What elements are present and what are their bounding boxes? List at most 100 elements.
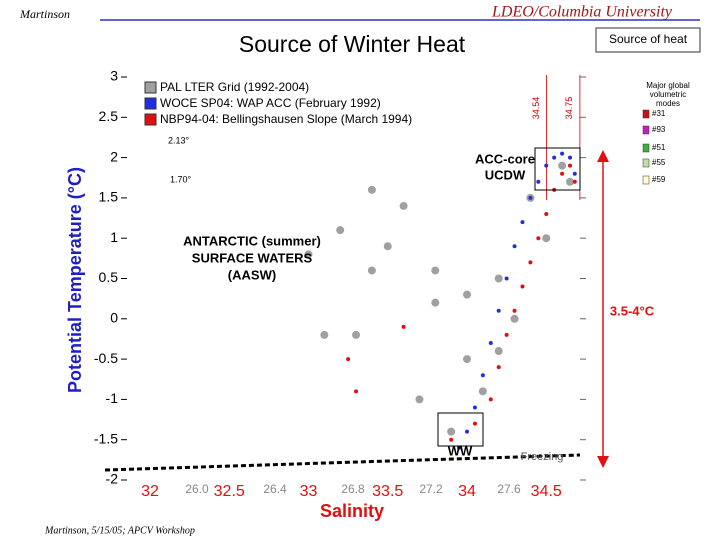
legend-label: PAL LTER Grid (1992-2004) <box>160 80 309 94</box>
reference-label: 34.54 <box>531 97 541 120</box>
y-tick-label: -2 <box>106 471 119 487</box>
point <box>415 395 424 404</box>
point <box>496 308 501 313</box>
heat-box <box>595 27 701 53</box>
y-tick-label: -0.5 <box>94 350 118 366</box>
point <box>320 330 329 339</box>
point <box>346 357 351 362</box>
annotation: UCDW <box>485 167 526 182</box>
point <box>464 429 469 434</box>
annotation: ANTARCTIC (summer) <box>183 233 321 248</box>
point <box>560 151 565 156</box>
point <box>431 298 440 307</box>
mode-swatch <box>642 175 650 185</box>
point <box>462 355 471 364</box>
density-label: 26.0 <box>185 482 209 496</box>
density-label: 27.6 <box>497 482 521 496</box>
modes-title: Major global <box>646 81 690 90</box>
annotation: Freezing <box>521 451 564 463</box>
annotation: (AASW) <box>228 267 276 282</box>
x-tick-label: 34.5 <box>531 483 562 500</box>
mode-swatch <box>642 109 650 119</box>
point <box>528 195 533 200</box>
region-box <box>437 412 484 447</box>
point <box>478 387 487 396</box>
x-tick-label: 32.5 <box>214 483 245 500</box>
x-tick-label: 32 <box>141 483 159 500</box>
point <box>383 242 392 251</box>
point <box>399 201 408 210</box>
point <box>558 161 567 170</box>
point <box>504 332 509 337</box>
author: Martinson <box>19 7 70 21</box>
point <box>528 260 533 265</box>
chart-title: Source of Winter Heat <box>239 31 466 57</box>
y-tick-label: 0.5 <box>99 269 119 285</box>
point <box>536 236 541 241</box>
point <box>457 445 462 450</box>
mode-label: #59 <box>652 175 666 184</box>
point <box>488 397 493 402</box>
y-tick-label: 0 <box>110 310 118 326</box>
density-label: 26.4 <box>263 482 287 496</box>
annotation: 3.5-4°C <box>610 303 655 318</box>
arrow-head <box>597 150 609 162</box>
point <box>494 274 503 283</box>
y-tick-label: 1 <box>110 229 118 245</box>
y-tick-label: -1.5 <box>94 430 118 446</box>
point <box>472 421 477 426</box>
point <box>367 266 376 275</box>
point <box>536 179 541 184</box>
legend-label: WOCE SP04: WAP ACC (February 1992) <box>160 96 381 110</box>
mode-label: #93 <box>652 125 666 134</box>
point <box>552 155 557 160</box>
point <box>568 155 573 160</box>
point <box>560 171 565 176</box>
x-tick-label: 34 <box>458 483 476 500</box>
point <box>480 373 485 378</box>
point <box>462 290 471 299</box>
footer: Martinson, 5/15/05; APCV Workshop <box>44 525 195 536</box>
point <box>520 284 525 289</box>
point <box>472 405 477 410</box>
point <box>542 234 551 243</box>
y-tick-label: -1 <box>106 390 119 406</box>
point <box>447 427 456 436</box>
point <box>401 324 406 329</box>
freezing-line <box>104 453 581 472</box>
heat-box-label: Source of heat <box>609 32 688 46</box>
point <box>336 226 345 235</box>
legend-swatch <box>144 97 157 110</box>
y-tick-label: 2 <box>110 148 118 164</box>
legend-swatch <box>144 81 157 94</box>
point <box>544 163 549 168</box>
region-box <box>534 147 581 191</box>
point <box>544 212 549 217</box>
y-tick-label: 2.5 <box>99 108 119 124</box>
point <box>496 365 501 370</box>
density-label: 27.2 <box>419 482 443 496</box>
annotation: SURFACE WATERS <box>192 250 313 265</box>
x-tick-label: 33.5 <box>372 483 403 500</box>
annotation: 2.13° <box>168 135 190 145</box>
point <box>354 389 359 394</box>
point <box>488 340 493 345</box>
density-label: 26.8 <box>341 482 365 496</box>
mode-label: #51 <box>652 143 666 152</box>
mode-label: #55 <box>652 158 666 167</box>
point <box>504 276 509 281</box>
point <box>568 163 573 168</box>
point <box>352 330 361 339</box>
legend-swatch <box>144 113 157 126</box>
legend-label: NBP94-04: Bellingshausen Slope (March 19… <box>160 112 412 126</box>
point <box>572 171 577 176</box>
arrow-head <box>597 456 609 468</box>
point <box>431 266 440 275</box>
point <box>449 437 454 442</box>
point <box>512 308 517 313</box>
y-tick-label: 3 <box>110 68 118 84</box>
point <box>494 347 503 356</box>
mode-swatch <box>642 143 650 153</box>
